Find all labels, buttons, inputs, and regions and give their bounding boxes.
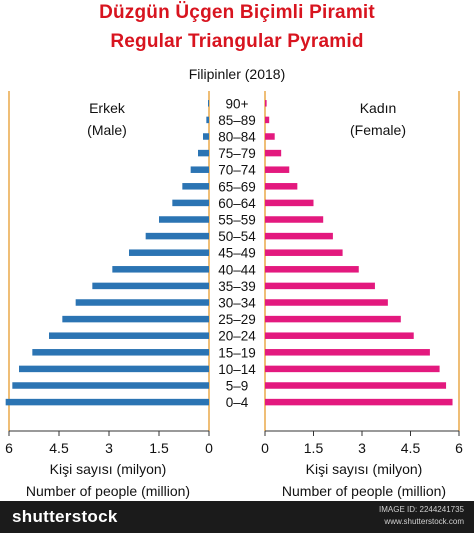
- male-x-tick-label: 3: [105, 440, 113, 456]
- female-bar-40–44: [265, 266, 359, 273]
- male-x-tick-label: 6: [5, 440, 13, 456]
- female-bar-90+: [265, 100, 267, 107]
- male-bar-55–59: [159, 216, 209, 223]
- male-bar-45–49: [129, 249, 209, 256]
- male-bar-40–44: [112, 266, 209, 273]
- female-bar-65–69: [265, 183, 298, 190]
- female-x-tick-label: 6: [455, 440, 463, 456]
- female-bar-30–34: [265, 299, 388, 306]
- female-panel-label: Kadın: [359, 100, 397, 116]
- age-group-label: 65–69: [218, 179, 256, 194]
- male-bar-5–9: [12, 382, 210, 389]
- male-panel-label: Erkek: [89, 100, 125, 116]
- female-bar-80–84: [265, 133, 275, 140]
- watermark-footer: shutterstock IMAGE ID: 2244241735 www.sh…: [0, 501, 474, 533]
- male-bar-90+: [208, 100, 209, 107]
- male-bar-15–19: [32, 349, 210, 356]
- male-bar-50–54: [145, 232, 209, 240]
- x-axis-title-left: Kişi sayısı (milyon): [49, 461, 167, 477]
- age-group-label: 80–84: [218, 130, 256, 145]
- male-x-tick-label: 1.5: [149, 440, 169, 456]
- x-axis-title-right-english: Number of people (million): [281, 483, 447, 499]
- female-bar-10–14: [265, 365, 440, 373]
- age-group-label: 60–64: [218, 196, 256, 211]
- age-group-label: 45–49: [218, 246, 256, 261]
- male-bar-0–4: [5, 398, 209, 406]
- female-bar-0–4: [265, 398, 453, 406]
- age-group-label: 25–29: [218, 312, 256, 327]
- female-bar-75–79: [265, 149, 282, 157]
- age-group-label: 50–54: [218, 229, 256, 244]
- age-group-label: 30–34: [218, 296, 256, 311]
- female-panel-label-english: (Female): [349, 122, 406, 138]
- female-bar-5–9: [265, 382, 447, 389]
- female-bar-35–39: [265, 282, 375, 290]
- female-bar-15–19: [265, 349, 430, 356]
- footer-image-id: IMAGE ID: 2244241735: [379, 505, 464, 514]
- male-bar-60–64: [172, 199, 209, 207]
- male-bar-85–89: [206, 116, 209, 124]
- female-bar-85–89: [265, 116, 270, 124]
- chart-title-turkish: Düzgün Üçgen Biçimli Piramit: [99, 2, 375, 23]
- age-group-label: 40–44: [218, 262, 256, 277]
- age-group-label: 20–24: [218, 329, 256, 344]
- male-bar-10–14: [19, 365, 209, 373]
- male-bar-20–24: [49, 332, 209, 339]
- x-axis-title-right: Kişi sayısı (milyon): [305, 461, 423, 477]
- age-group-label: 5–9: [226, 379, 249, 394]
- age-group-label: 90+: [226, 96, 249, 111]
- male-bar-30–34: [75, 299, 210, 306]
- male-bar-70–74: [190, 166, 209, 173]
- age-group-label: 35–39: [218, 279, 256, 294]
- footer-site-url: www.shutterstock.com: [384, 517, 464, 526]
- male-bar-75–79: [198, 149, 209, 157]
- female-x-tick-label: 4.5: [401, 440, 421, 456]
- age-group-label: 0–4: [226, 395, 249, 410]
- male-x-tick-label: 0: [205, 440, 213, 456]
- female-bar-45–49: [265, 249, 343, 256]
- female-x-tick-label: 1.5: [304, 440, 324, 456]
- female-bar-70–74: [265, 166, 290, 173]
- age-group-label: 15–19: [218, 345, 256, 360]
- chart-title-english: Regular Triangular Pyramid: [110, 31, 364, 52]
- female-bar-55–59: [265, 216, 324, 223]
- male-bar-35–39: [92, 282, 209, 290]
- age-group-label: 85–89: [218, 113, 256, 128]
- female-bar-50–54: [265, 232, 333, 240]
- female-bar-60–64: [265, 199, 314, 207]
- chart-subtitle: Filipinler (2018): [188, 66, 286, 82]
- male-x-tick-label: 4.5: [49, 440, 69, 456]
- female-bar-20–24: [265, 332, 414, 339]
- x-axis-title-left-english: Number of people (million): [25, 483, 191, 499]
- female-x-tick-label: 0: [261, 440, 269, 456]
- female-x-tick-label: 3: [358, 440, 366, 456]
- age-group-label: 10–14: [218, 362, 256, 377]
- age-group-label: 55–59: [218, 213, 256, 228]
- male-bar-25–29: [62, 315, 210, 323]
- male-bar-80–84: [203, 133, 209, 140]
- footer-brand-logo: shutterstock: [12, 507, 118, 526]
- age-group-label: 70–74: [218, 163, 256, 178]
- male-panel-label-english: (Male): [87, 122, 127, 138]
- female-bar-25–29: [265, 315, 401, 323]
- age-group-label: 75–79: [218, 146, 256, 161]
- male-bar-65–69: [182, 183, 209, 190]
